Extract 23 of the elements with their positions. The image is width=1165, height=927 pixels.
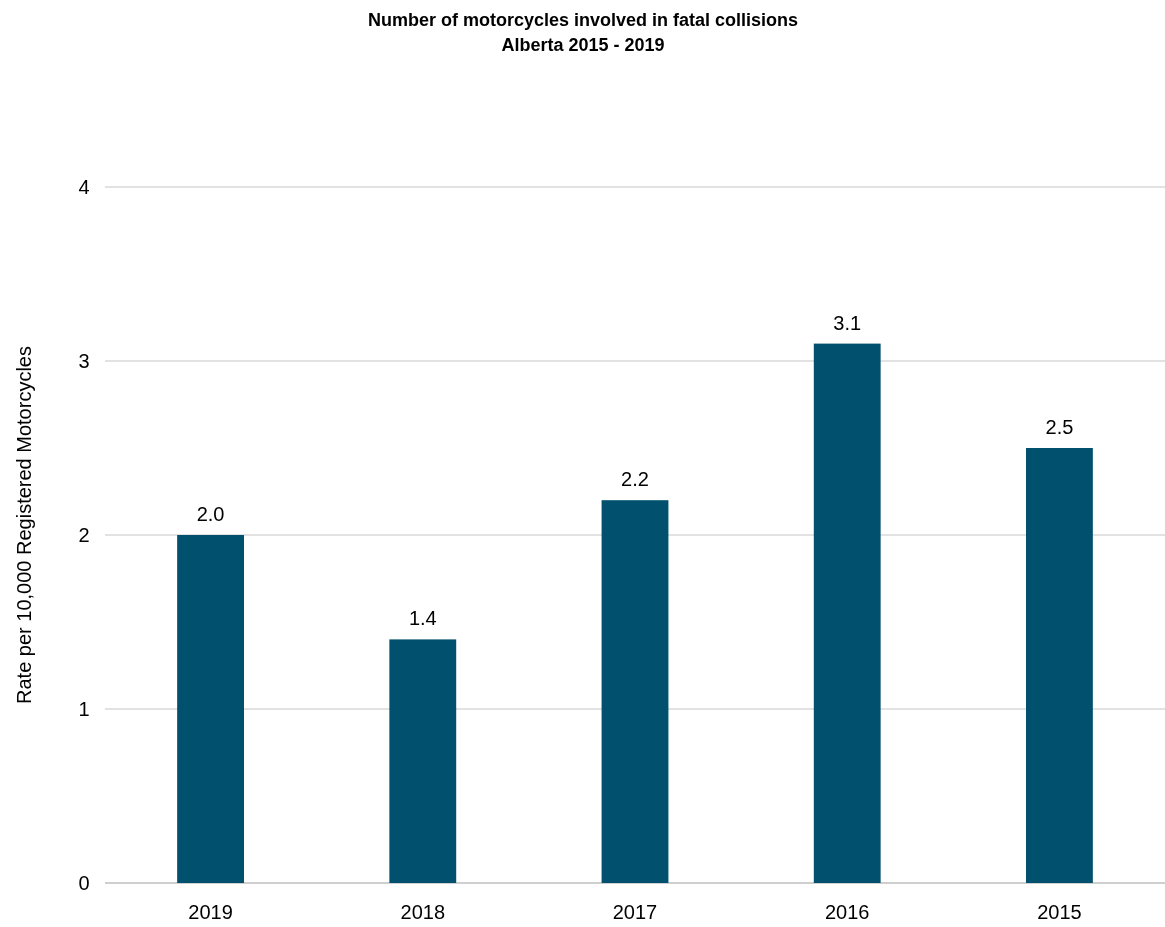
bar bbox=[601, 500, 669, 883]
x-tick-label: 2018 bbox=[400, 901, 446, 923]
bar bbox=[177, 535, 244, 883]
data-label: 2.0 bbox=[196, 503, 225, 525]
bar bbox=[389, 639, 457, 883]
data-label: 3.1 bbox=[833, 311, 862, 334]
y-tick-label: 1 bbox=[78, 698, 90, 720]
y-tick-label: 3 bbox=[78, 350, 90, 372]
y-tick-label: 2 bbox=[78, 524, 90, 546]
y-tick-label: 4 bbox=[78, 176, 90, 198]
x-tick-label: 2017 bbox=[612, 901, 658, 923]
bar bbox=[1026, 448, 1093, 883]
chart-subtitle: Alberta 2015 - 2019 bbox=[501, 35, 665, 55]
bar bbox=[813, 343, 881, 883]
y-axis-title: Rate per 10,000 Registered Motorcycles bbox=[13, 346, 35, 704]
y-tick-label: 0 bbox=[78, 872, 90, 894]
data-label: 2.5 bbox=[1045, 416, 1074, 438]
chart-title: Number of motorcycles involved in fatal collisions bbox=[367, 10, 799, 30]
x-tick-label: 2016 bbox=[824, 901, 870, 923]
x-tick-label: 2015 bbox=[1037, 901, 1082, 923]
data-label: 1.4 bbox=[408, 607, 437, 630]
x-tick-label: 2019 bbox=[188, 901, 233, 923]
data-label: 2.2 bbox=[621, 468, 649, 491]
